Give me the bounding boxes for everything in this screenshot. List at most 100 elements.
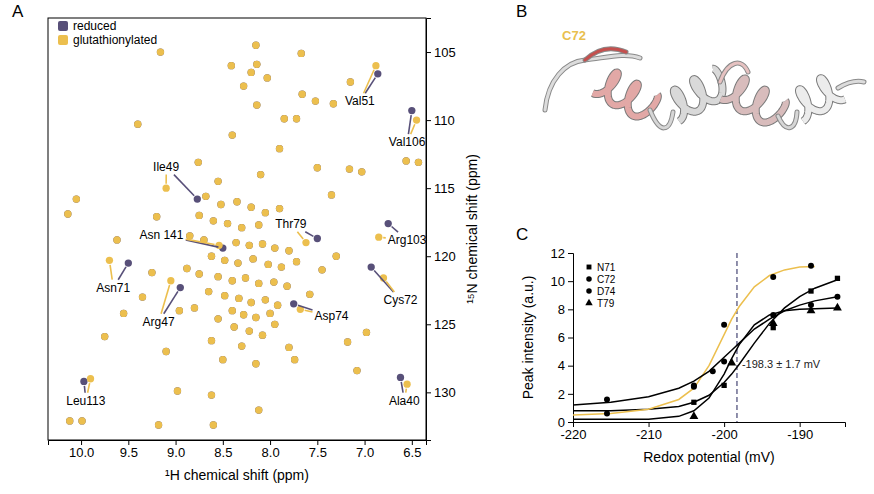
peak	[174, 387, 181, 394]
peak	[276, 145, 283, 152]
peak	[271, 244, 278, 251]
peak	[344, 338, 351, 345]
y-axis-tick-label: 125	[434, 317, 456, 332]
figure: A10.09.59.08.58.07.57.06.510511011512012…	[0, 0, 874, 494]
peak-series	[64, 42, 422, 429]
peak	[306, 291, 313, 298]
peak	[196, 270, 203, 277]
peak	[208, 253, 215, 260]
peak	[314, 235, 321, 242]
y-axis-tick-mark	[568, 422, 573, 423]
peak	[229, 277, 236, 284]
x-axis-tick: 9.0	[167, 440, 185, 460]
leader-line	[364, 70, 374, 93]
peak	[162, 185, 169, 192]
peak	[87, 375, 94, 382]
y-axis-tick-label: 6	[558, 330, 565, 345]
peak	[293, 258, 300, 265]
peak	[208, 337, 215, 344]
helix-outline	[799, 78, 845, 121]
peak	[265, 261, 272, 268]
peak	[162, 348, 169, 355]
peak	[285, 247, 292, 254]
leader-line	[161, 285, 169, 314]
data-point	[807, 306, 816, 314]
peak	[155, 421, 162, 428]
peak	[134, 121, 141, 128]
y-axis-tick-mark	[568, 338, 573, 339]
x-axis-tick: -200	[712, 422, 738, 442]
peak	[73, 195, 80, 202]
y-axis-tick: 4	[558, 358, 573, 373]
peak	[253, 101, 260, 108]
peak	[318, 266, 325, 273]
peak	[312, 97, 319, 104]
peak	[229, 131, 236, 138]
peak	[358, 168, 365, 175]
leader-line	[118, 267, 126, 280]
peak	[253, 101, 260, 108]
peak	[177, 284, 184, 291]
peak	[210, 217, 217, 224]
peak	[259, 240, 266, 247]
peak	[202, 193, 209, 200]
data-point	[808, 263, 814, 269]
peak	[238, 224, 245, 231]
residue-label: Arg103	[388, 233, 427, 247]
legend-label: C72	[597, 274, 616, 285]
peak	[257, 171, 264, 178]
peak	[252, 314, 259, 321]
plot-area	[573, 253, 842, 422]
leader-line	[165, 175, 167, 184]
peak	[372, 62, 379, 69]
loop	[585, 49, 626, 60]
y-axis-tick: 115	[426, 181, 455, 196]
peak	[240, 311, 247, 318]
structure-cartoon	[545, 49, 864, 128]
y-axis-tick-mark	[426, 392, 431, 393]
peak	[298, 50, 305, 57]
peak	[255, 221, 262, 228]
peak	[232, 239, 239, 246]
x-axis-tick: -210	[636, 422, 662, 442]
x-axis-tick: 6.5	[403, 440, 421, 460]
peak	[214, 315, 221, 322]
peak	[113, 236, 120, 243]
x-axis-tick-label: 8.5	[214, 445, 232, 460]
peak	[183, 265, 190, 272]
peak	[231, 323, 238, 330]
peak	[283, 283, 290, 290]
data-point	[691, 382, 697, 388]
peak	[246, 242, 253, 249]
data-point	[769, 318, 778, 326]
loop-outline	[585, 49, 626, 60]
peak	[255, 406, 262, 413]
peak	[368, 263, 375, 270]
legend-symbol	[587, 265, 592, 270]
data-point	[833, 303, 842, 311]
peak	[306, 291, 313, 298]
peak	[208, 337, 215, 344]
peak	[375, 234, 382, 241]
peak	[248, 204, 255, 211]
peak	[255, 221, 262, 228]
y-axis-tick-label: 105	[434, 45, 456, 60]
data-point	[770, 274, 776, 280]
peak	[281, 115, 288, 122]
peak	[248, 204, 255, 211]
peak	[278, 263, 285, 270]
peak	[134, 121, 141, 128]
peak	[106, 257, 113, 264]
x-axis-tick-label: 10.0	[69, 445, 94, 460]
leader-line	[411, 124, 415, 134]
y-axis-tick: 110	[426, 113, 455, 128]
peak	[413, 116, 420, 123]
y-axis-tick-label: 0	[558, 415, 565, 430]
peaks	[64, 42, 422, 429]
peak	[214, 178, 221, 185]
legend-symbol	[585, 299, 592, 305]
peak-series	[64, 42, 422, 429]
leader-line	[383, 237, 386, 239]
residue-label: Thr79	[275, 217, 307, 231]
peak	[299, 91, 306, 98]
